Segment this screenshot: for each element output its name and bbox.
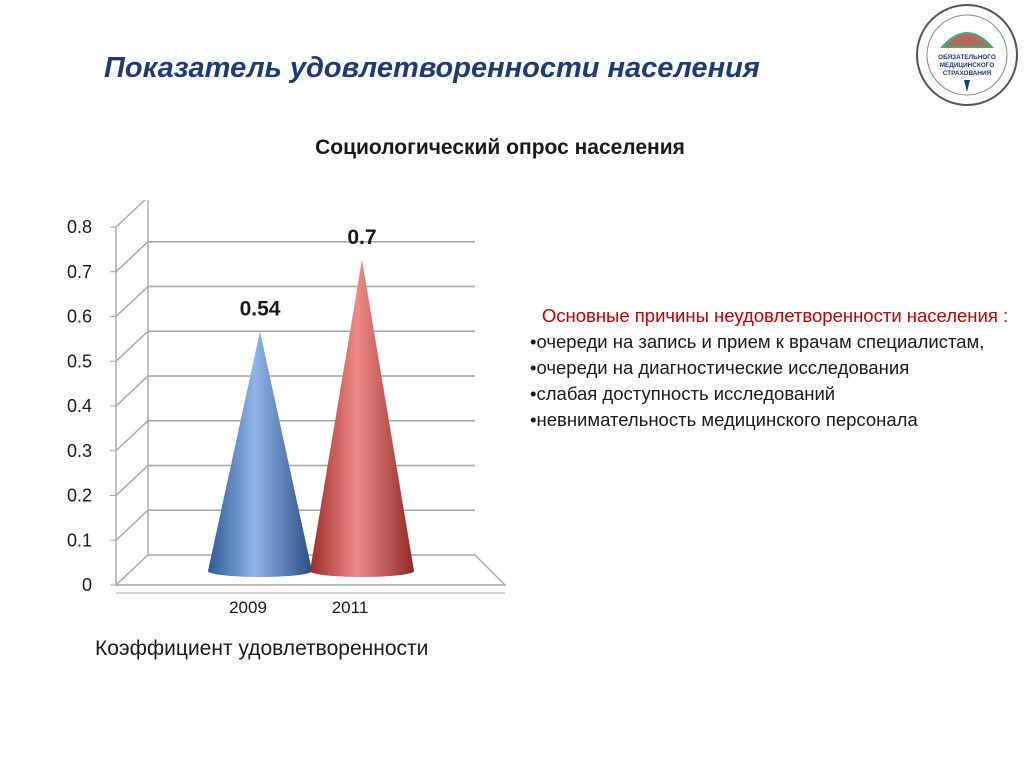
y-tick-label: 0.5 xyxy=(67,351,92,371)
reasons-list: очереди на запись и прием к врачам специ… xyxy=(530,329,1020,433)
cone-bar-2009 xyxy=(208,331,312,577)
x-category-label: 2011 xyxy=(332,598,369,617)
gridline xyxy=(115,464,475,497)
chart-subtitle: Социологический опрос населения xyxy=(315,136,685,159)
y-tick-label: 0 xyxy=(82,575,92,595)
y-tick-label: 0.1 xyxy=(67,530,92,550)
cone-bar-2011 xyxy=(310,259,414,577)
gridline xyxy=(115,285,475,318)
y-tick-label: 0.3 xyxy=(67,441,92,461)
logo-line-2: МЕДИЦИНСКОГО xyxy=(940,62,995,69)
y-tick-label: 0.2 xyxy=(67,486,92,506)
data-label: 0.7 xyxy=(347,226,376,249)
y-tick-label: 0.4 xyxy=(67,396,92,416)
logo-line-1: ОБЯЗАТЕЛЬНОГО xyxy=(938,54,996,61)
y-tick-label: 0.7 xyxy=(67,262,92,282)
reasons-panel: Основные причины неудовлетворенности нас… xyxy=(530,303,1020,433)
satisfaction-chart: 0 0.1 0.2 0.3 0.4 0.5 0.6 0.7 0.8 0.54 2009 0.7 2011 xyxy=(67,200,507,617)
floor-edge xyxy=(116,554,507,586)
gridline xyxy=(115,241,475,273)
slide-title: Показатель удовлетворенности населения xyxy=(104,52,760,84)
reason-item: слабая доступность исследований xyxy=(530,381,1020,407)
logo-line-3: СТРАХОВАНИЯ xyxy=(943,70,992,77)
fund-logo: ОБЯЗАТЕЛЬНОГО МЕДИЦИНСКОГО СТРАХОВАНИЯ xyxy=(916,4,1018,106)
reason-item: невнимательность медицинского персонала xyxy=(530,407,1020,433)
gridline xyxy=(115,330,475,362)
x-category-label: 2009 xyxy=(229,598,267,617)
y-tick-label: 0.8 xyxy=(67,217,92,237)
gridline xyxy=(115,375,475,407)
reasons-title: Основные причины неудовлетворенности нас… xyxy=(541,305,1009,326)
reason-item: очереди на диагностические исследования xyxy=(530,355,1020,381)
gridline xyxy=(115,200,146,228)
data-label: 0.54 xyxy=(240,297,281,320)
reason-item: очереди на запись и прием к врачам специ… xyxy=(530,329,1020,355)
gridline xyxy=(115,420,475,452)
y-tick-label: 0.6 xyxy=(67,307,92,327)
chart-caption: Коэффициент удовлетворенности xyxy=(95,637,429,660)
